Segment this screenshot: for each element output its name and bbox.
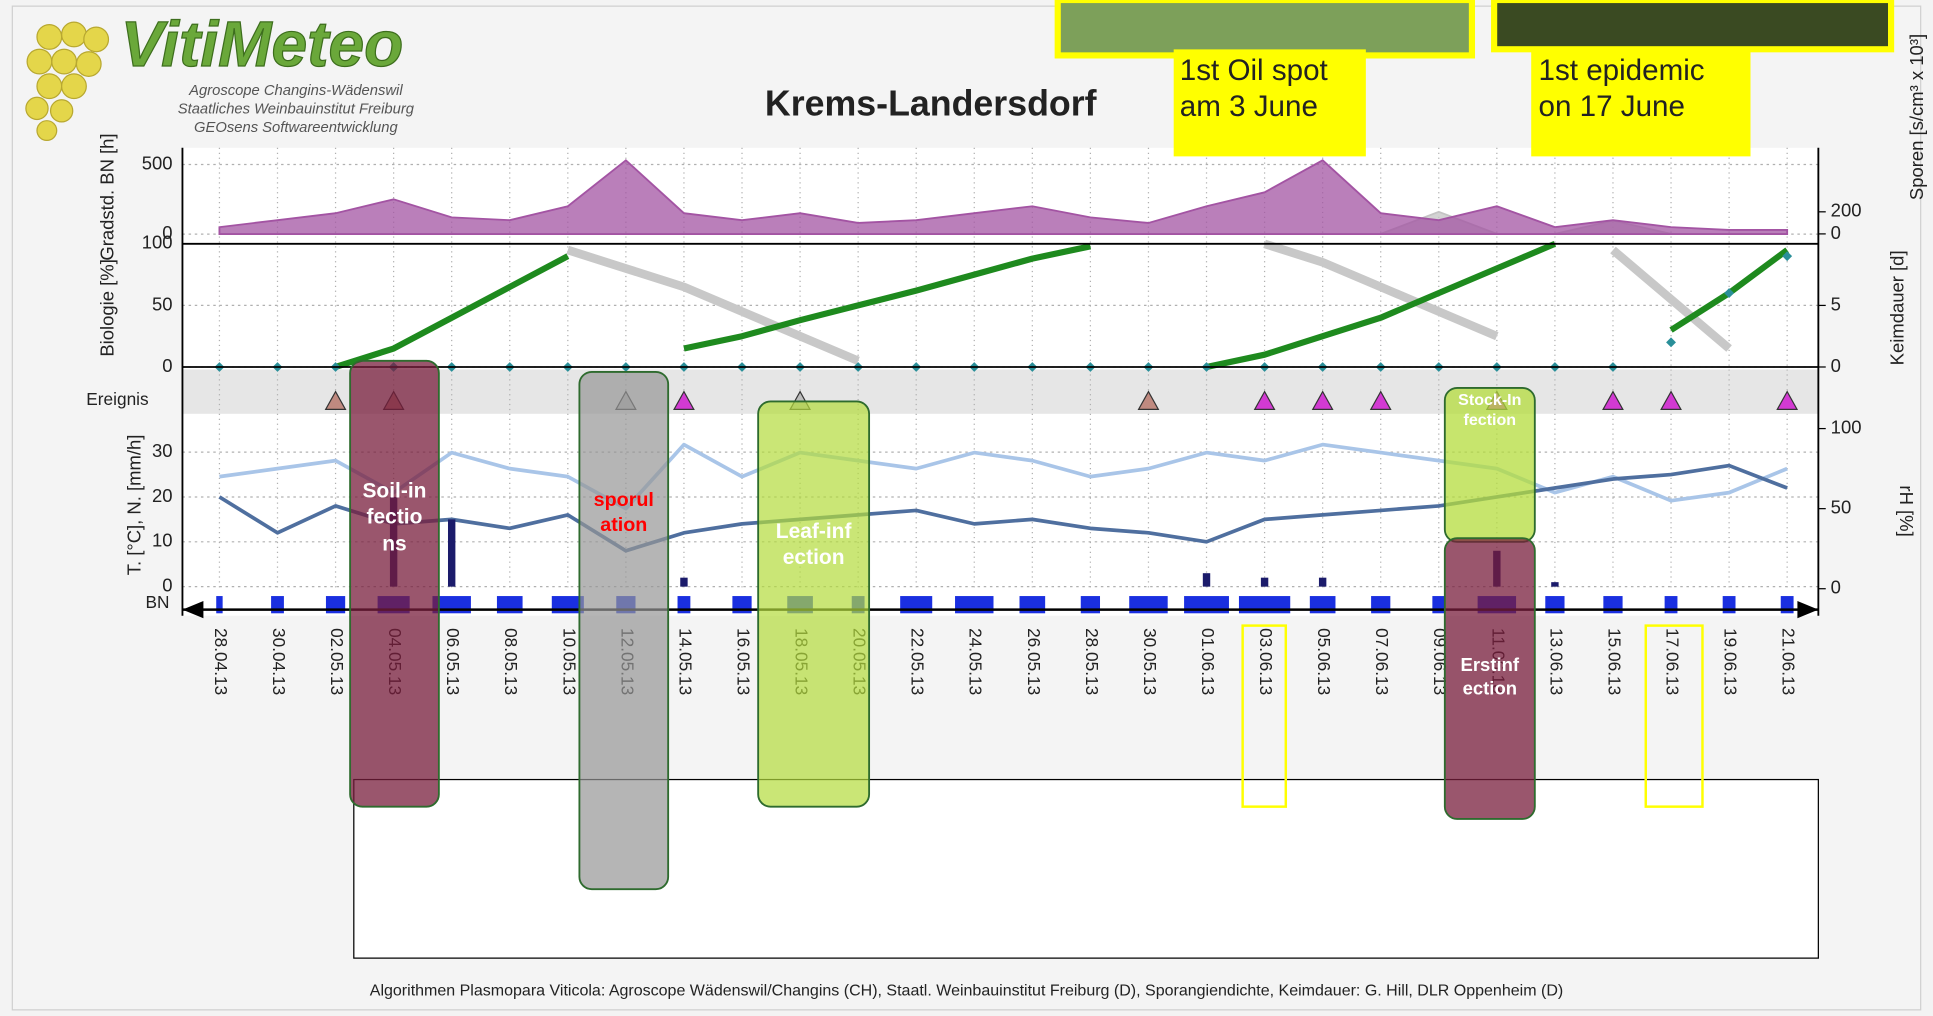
x-tick-label: 15.06.13	[1604, 628, 1624, 695]
leaf-photo	[1058, 0, 1472, 55]
x-tick-label: 03.06.13	[1256, 628, 1276, 695]
x-tick-label: 28.05.13	[1082, 628, 1102, 695]
y2-tick-label: 200	[1831, 200, 1862, 221]
callout-text: 1st Oil spot am 3 June	[1174, 49, 1366, 156]
x-tick-label: 21.06.13	[1779, 628, 1799, 695]
bar	[1319, 578, 1326, 587]
x-tick-label: 07.06.13	[1372, 628, 1392, 695]
y-tick-label: 50	[152, 293, 173, 314]
x-tick-label: 13.06.13	[1546, 628, 1566, 695]
x-tick-label: 17.06.13	[1662, 628, 1682, 695]
y2-tick-label: 0	[1831, 222, 1841, 243]
y2-tick-label: 0	[1831, 577, 1841, 598]
institute: GEOsens Softwareentwicklung	[194, 120, 398, 136]
x-tick-label: 26.05.13	[1024, 628, 1044, 695]
vineyard-photo	[1494, 0, 1891, 49]
y-tick-label: 20	[152, 485, 173, 506]
annotation: Stock-Infection	[1457, 390, 1522, 427]
institute: Agroscope Changins-Wädenswil	[188, 83, 403, 99]
y-axis-label: T. [°C], N. [mm/h]	[123, 435, 144, 576]
x-tick-label: 08.05.13	[501, 628, 521, 695]
y-tick-label: 10	[152, 530, 173, 551]
annotation-text: Soil-infections	[362, 478, 426, 557]
x-tick-label: 28.04.13	[211, 628, 231, 695]
x-tick-label: 19.06.13	[1721, 628, 1741, 695]
chart: VitiMeteo Agroscope Changins-Wädenswil S…	[0, 0, 1933, 1016]
bar	[448, 519, 455, 586]
x-tick-label: 14.05.13	[675, 628, 695, 695]
annotation: sporulation	[592, 489, 656, 889]
annotation: Soil-infections	[362, 478, 426, 807]
y-tick-label: 500	[142, 152, 173, 173]
institute: Staatliches Weinbauinstitut Freiburg	[178, 102, 415, 118]
footer: Algorithmen Plasmopara Viticola: Agrosco…	[370, 983, 1563, 1000]
annotation-text: Erstinfection	[1457, 655, 1522, 701]
callout: 1st Oil spot am 3 June	[1174, 49, 1366, 156]
x-tick-label: 10.05.13	[559, 628, 579, 695]
x-tick-label: 01.06.13	[1198, 628, 1218, 695]
y-axis-label: Gradstd. BN [h]	[96, 133, 117, 260]
callout: 1st epidemic on 17 June	[1531, 49, 1750, 156]
y2-axis-label: Keimdauer [d]	[1886, 250, 1907, 365]
y2-axis-label: rH [%]	[1896, 485, 1917, 536]
x-tick-label: 24.05.13	[966, 628, 986, 695]
legend	[354, 780, 1819, 959]
y2-tick-label: 50	[1831, 497, 1852, 518]
logo-text: VitiMeteo	[121, 8, 404, 80]
annotation-text: Stock-Infection	[1457, 390, 1522, 427]
annotation: Leaf-infection	[770, 518, 856, 806]
callout-text: 1st epidemic on 17 June	[1531, 49, 1750, 156]
chart-title: Krems-Landersdorf	[765, 83, 1097, 123]
x-tick-label: 22.05.13	[908, 628, 928, 695]
bar	[680, 578, 687, 587]
bn-label: BN	[145, 592, 169, 612]
x-tick-label: 02.05.13	[327, 628, 347, 695]
x-tick-label: 30.05.13	[1140, 628, 1160, 695]
y-tick-label: 0	[162, 355, 172, 376]
y2-tick-label: 5	[1831, 293, 1841, 314]
annotation-text: Leaf-infection	[770, 518, 856, 570]
bar	[1203, 573, 1210, 586]
x-tick-label: 06.05.13	[443, 628, 463, 695]
y2-axis-label: Sporen [s/cm³ x 10³]	[1906, 34, 1927, 200]
event-label: Ereignis	[86, 389, 148, 409]
x-tick-label: 16.05.13	[733, 628, 753, 695]
annotation: Erstinfection	[1457, 655, 1522, 819]
y2-tick-label: 0	[1831, 355, 1841, 376]
x-tick-label: 30.04.13	[269, 628, 289, 695]
y-tick-label: 30	[152, 440, 173, 461]
y-axis-label: Biologie [%]	[96, 259, 117, 356]
y-tick-label: 100	[142, 232, 173, 253]
bar	[1551, 582, 1558, 586]
page: {"chart_data": { "type": "line", "logo":…	[0, 0, 1933, 1016]
y2-tick-label: 100	[1831, 416, 1862, 437]
bar	[1261, 578, 1268, 587]
annotation-text: sporulation	[592, 489, 656, 538]
x-tick-label: 05.06.13	[1314, 628, 1334, 695]
